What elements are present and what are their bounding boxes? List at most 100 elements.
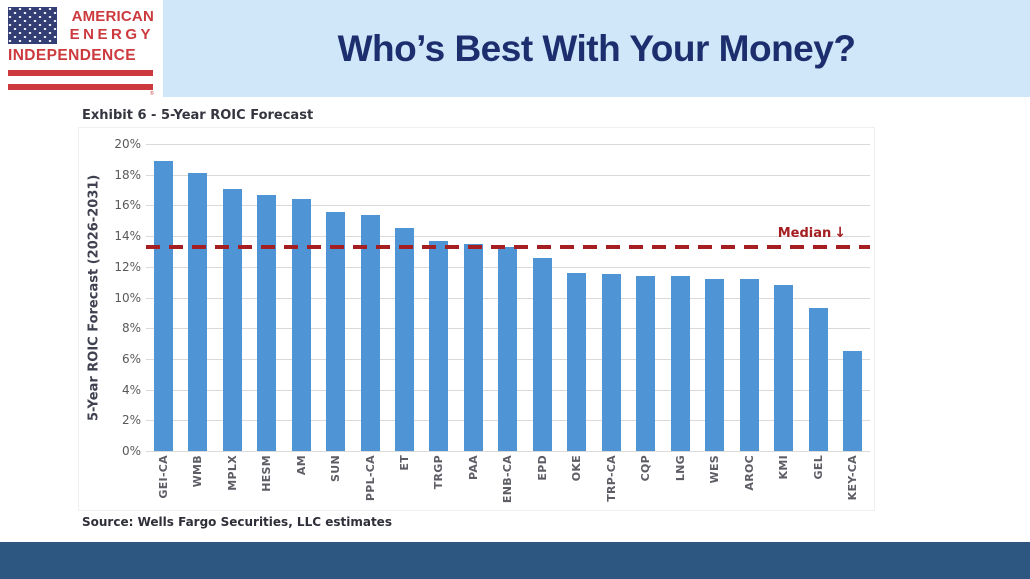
y-tick-2%: 2% <box>121 413 141 428</box>
y-tick-0%: 0% <box>121 444 141 458</box>
bar-ENB-CA <box>498 246 518 451</box>
x-label-CQP: CQP <box>639 455 653 482</box>
flag-stripe <box>8 70 153 76</box>
x-label-TRP-CA: TRP-CA <box>604 455 618 502</box>
x-label-cell: CQP <box>629 455 663 509</box>
x-label-cell: SUN <box>318 455 352 509</box>
bar-LNG <box>670 276 690 451</box>
bar-series <box>146 144 870 451</box>
x-label-ET: ET <box>398 455 412 471</box>
x-label-cell: GEI-CA <box>146 455 180 509</box>
x-label-cell: KEY-CA <box>835 455 869 509</box>
bar-slot <box>766 144 800 451</box>
x-label-cell: ET <box>387 455 421 509</box>
y-tick-14%: 14% <box>114 229 141 244</box>
y-tick-8%: 8% <box>121 321 141 336</box>
x-label-cell: MPLX <box>215 455 249 509</box>
bar-slot <box>146 144 180 451</box>
median-label-text: Median <box>777 225 832 241</box>
x-label-cell: TRGP <box>422 455 456 509</box>
x-label-AM: AM <box>294 455 308 476</box>
x-label-cell: KMI <box>766 455 800 509</box>
x-label-cell: AM <box>284 455 318 509</box>
x-label-ENB-CA: ENB-CA <box>501 455 515 504</box>
x-label-cell: AROC <box>732 455 766 509</box>
x-axis-labels: GEI-CA WMB MPLX HESM AM SUN PPL-CA ET TRGP PAA ENB… <box>146 455 870 509</box>
bar-slot <box>387 144 421 451</box>
gridline <box>146 205 870 207</box>
bar-slot <box>456 144 490 451</box>
plot-area: Median ↓ <box>146 144 870 452</box>
bar-slot <box>215 144 249 451</box>
chart-exhibit-title: Exhibit 6 - 5-Year ROIC Forecast <box>82 108 314 123</box>
bar-KMI <box>774 285 794 451</box>
x-label-cell: ENB-CA <box>491 455 525 509</box>
x-label-GEL: GEL <box>811 455 825 480</box>
logo-line1: AMERICAN <box>71 8 154 25</box>
x-label-SUN: SUN <box>329 455 343 482</box>
bar-OKE <box>567 272 587 451</box>
median-label: Median ↓ <box>778 225 846 241</box>
x-label-LNG: LNG <box>673 455 687 482</box>
bar-slot <box>353 144 387 451</box>
y-tick-18%: 18% <box>114 167 141 182</box>
logo-line3: INDEPENDENCE <box>8 47 136 64</box>
bar-slot <box>629 144 663 451</box>
header: AMERICAN ENERGY INDEPENDENCE ® Who’s Bes… <box>0 0 1030 97</box>
gridline <box>146 144 870 145</box>
bar-slot <box>525 144 559 451</box>
x-label-cell: GEL <box>801 455 835 509</box>
gridline <box>146 451 870 452</box>
bar-ET <box>395 228 415 451</box>
y-tick-12%: 12% <box>114 259 141 274</box>
bar-TRGP <box>429 240 449 451</box>
x-label-cell: PAA <box>456 455 490 509</box>
bar-KEY-CA <box>843 351 863 451</box>
bar-PAA <box>463 243 483 451</box>
bar-WES <box>705 279 725 451</box>
x-label-cell: WMB <box>180 455 214 509</box>
bar-AROC <box>739 279 759 451</box>
bar-WMB <box>188 173 208 451</box>
x-label-HESM: HESM <box>260 455 274 492</box>
bar-slot <box>560 144 594 451</box>
x-label-cell: PPL-CA <box>353 455 387 509</box>
x-label-cell: TRP-CA <box>594 455 628 509</box>
y-tick-16%: 16% <box>114 198 141 213</box>
x-label-cell: OKE <box>560 455 594 509</box>
bar-slot <box>284 144 318 451</box>
x-label-cell: HESM <box>249 455 283 509</box>
x-label-TRGP: TRGP <box>432 455 446 490</box>
footer-bar <box>0 542 1030 579</box>
down-arrow-icon: ↓ <box>834 224 846 241</box>
roic-forecast-chart: 5-Year ROIC Forecast (2026-2031) 20% 18% 1… <box>78 127 875 511</box>
gridline <box>146 174 870 176</box>
header-title-area: Who’s Best With Your Money? <box>163 0 1030 97</box>
x-label-OKE: OKE <box>570 455 584 482</box>
bar-slot <box>801 144 835 451</box>
source-note: Source: Wells Fargo Securities, LLC esti… <box>82 515 392 529</box>
bar-slot <box>835 144 869 451</box>
bar-AM <box>291 199 311 451</box>
x-label-cell: EPD <box>525 455 559 509</box>
x-label-MPLX: MPLX <box>225 455 239 491</box>
median-line <box>146 244 870 249</box>
bar-slot <box>318 144 352 451</box>
bar-slot <box>732 144 766 451</box>
gridline <box>146 236 870 238</box>
bar-slot <box>422 144 456 451</box>
bar-PPL-CA <box>360 214 380 451</box>
y-axis-tick-labels: 20% 18% 16% 14% 12% 10% 8% 6% 4% 2% 0% <box>105 137 141 458</box>
y-tick-6%: 6% <box>121 351 141 366</box>
american-energy-independence-logo: AMERICAN ENERGY INDEPENDENCE ® <box>0 0 163 97</box>
x-label-cell: LNG <box>663 455 697 509</box>
page-title: Who’s Best With Your Money? <box>337 27 856 69</box>
x-label-WES: WES <box>708 455 722 484</box>
bar-TRP-CA <box>601 274 621 451</box>
y-tick-4%: 4% <box>121 382 141 397</box>
flag-stripe <box>8 84 153 90</box>
bar-MPLX <box>222 188 242 451</box>
x-label-EPD: EPD <box>535 455 549 481</box>
logo-wordmark: AMERICAN ENERGY <box>62 8 154 43</box>
